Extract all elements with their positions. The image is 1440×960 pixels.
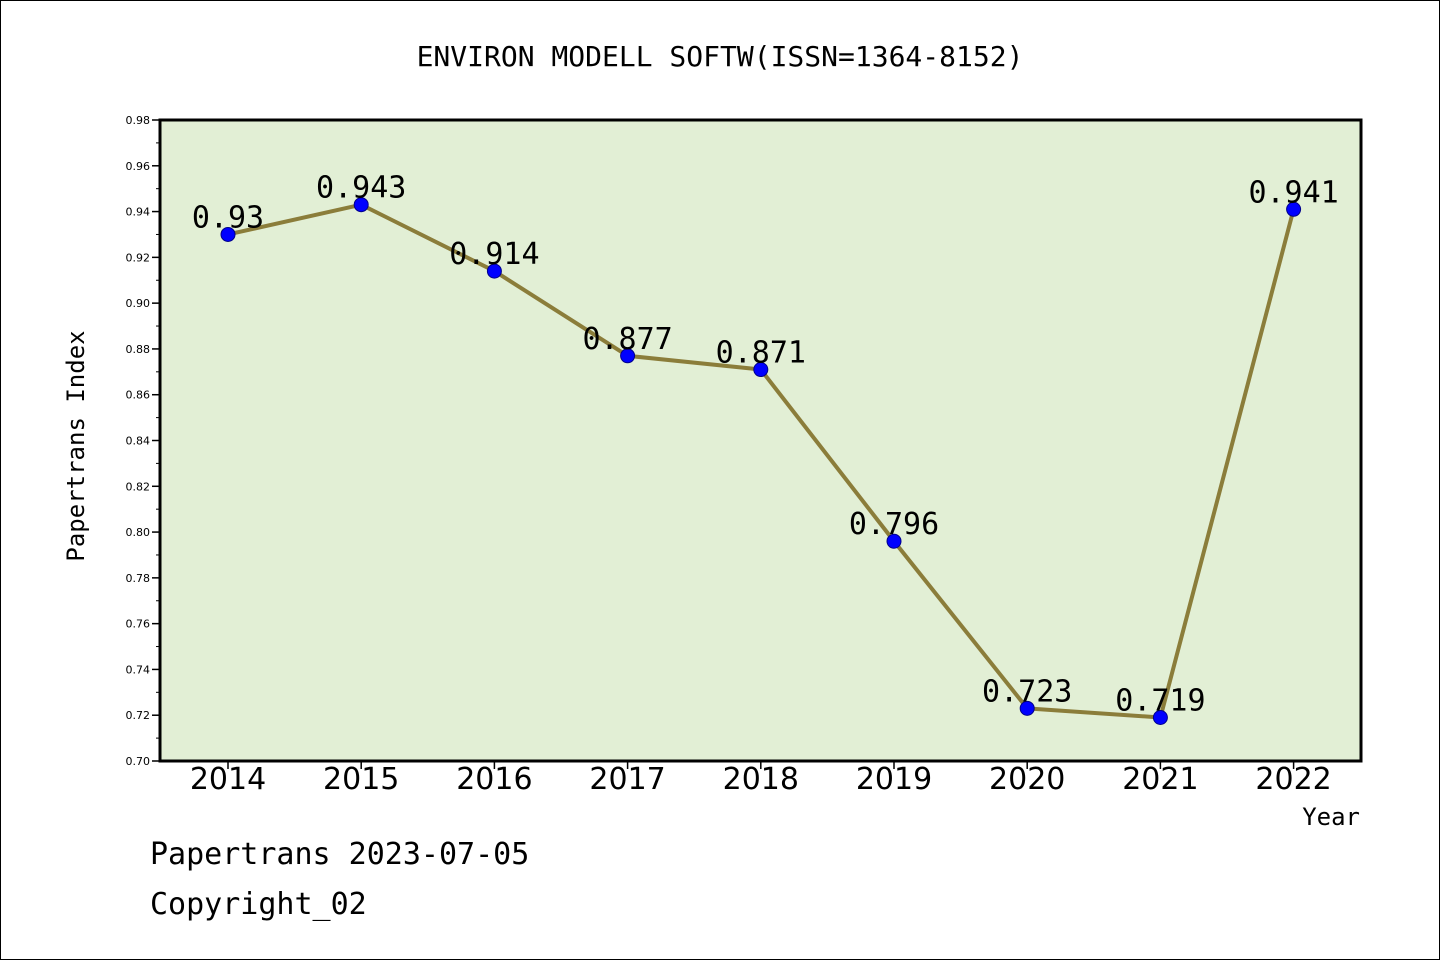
x-tick-label: 2015: [323, 762, 399, 797]
y-tick-label: 0.98: [126, 114, 151, 127]
x-tick-label: 2020: [989, 762, 1065, 797]
y-axis-label: Papertrans Index: [62, 330, 90, 561]
y-tick-label: 0.86: [126, 389, 151, 402]
x-tick-label: 2022: [1255, 762, 1331, 797]
data-markers: [220, 197, 1302, 726]
x-tick-label: 2016: [456, 762, 532, 797]
y-tick-label: 0.70: [126, 755, 151, 768]
x-tick-label: 2014: [190, 762, 266, 797]
data-label: 0.93: [192, 200, 264, 235]
y-tick-label: 0.76: [126, 618, 151, 631]
data-label: 0.723: [982, 674, 1072, 709]
data-label: 0.719: [1115, 684, 1205, 719]
x-tick-label: 2021: [1122, 762, 1198, 797]
x-axis-label: Year: [1302, 803, 1360, 831]
plot-area: [160, 120, 1361, 761]
data-label: 0.941: [1248, 175, 1338, 210]
y-tick-label: 0.74: [126, 663, 151, 676]
data-point: [753, 362, 769, 378]
y-tick-label: 0.94: [126, 206, 151, 219]
data-point: [220, 226, 236, 242]
data-labels: 0.93 0.943 0.914 0.877 0.871 0.796 0.723 0.719 0…: [192, 171, 1339, 719]
data-point: [886, 533, 902, 549]
plot-border: [158, 118, 1363, 763]
data-label: 0.871: [716, 336, 806, 371]
y-tick-label: 0.82: [126, 480, 151, 493]
x-tick-label: 2018: [723, 762, 799, 797]
y-tick-label: 0.90: [126, 297, 151, 310]
data-label: 0.796: [849, 507, 939, 542]
data-point: [1019, 700, 1035, 716]
y-tick-label: 0.84: [126, 435, 151, 448]
y-axis: 0.70 0.72 0.74 0.76 0.78 0.80 0.82 0.84 0.86 0.88…: [126, 114, 160, 768]
x-tick-label: 2017: [589, 762, 665, 797]
data-point: [353, 197, 369, 213]
y-tick-label: 0.72: [126, 709, 151, 722]
x-axis: 2014 2015 2016 2017 2018 2019 2020 2021 2022: [190, 761, 1332, 797]
y-tick-label: 0.88: [126, 343, 151, 356]
data-point: [1286, 201, 1302, 217]
data-point: [620, 348, 636, 364]
data-point: [486, 263, 502, 279]
data-point: [1152, 710, 1168, 726]
data-label: 0.943: [316, 171, 406, 206]
footer-date: Papertrans 2023-07-05: [150, 837, 529, 872]
y-tick-label: 0.96: [126, 160, 151, 173]
footer-copyright: Copyright_02: [150, 887, 367, 922]
y-tick-label: 0.78: [126, 572, 151, 585]
y-tick-label: 0.80: [126, 526, 151, 539]
chart-title: ENVIRON MODELL SOFTW(ISSN=1364-8152): [417, 40, 1024, 73]
y-tick-label: 0.92: [126, 251, 151, 264]
data-label: 0.877: [582, 322, 672, 357]
data-label: 0.914: [449, 237, 539, 272]
x-tick-label: 2019: [856, 762, 932, 797]
